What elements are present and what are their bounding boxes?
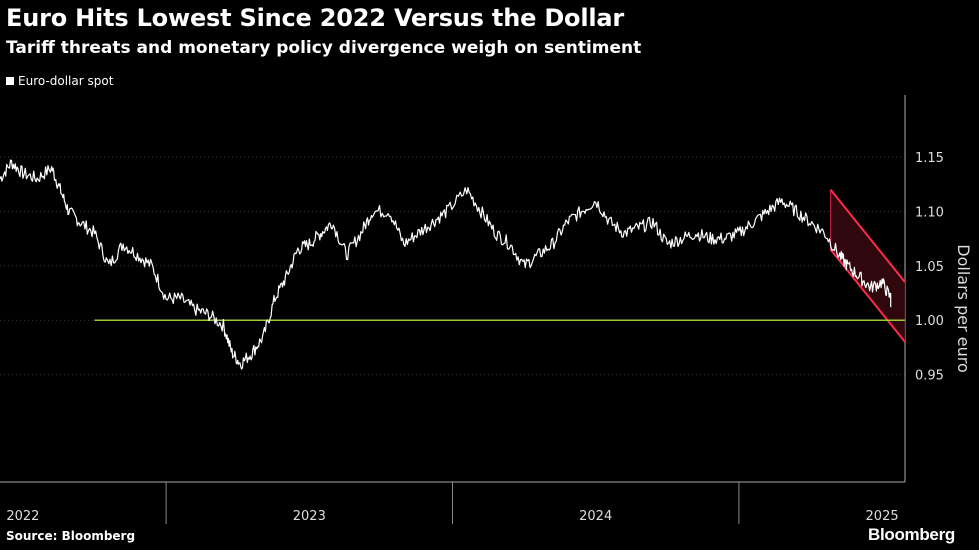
channel-fill	[830, 189, 905, 342]
y-tick-label: 1.00	[915, 314, 944, 329]
y-tick-label: 1.15	[915, 151, 944, 166]
legend: Euro-dollar spot	[6, 74, 113, 88]
y-tick-label: 1.05	[915, 260, 944, 275]
chart-title: Euro Hits Lowest Since 2022 Versus the D…	[6, 4, 625, 32]
x-tick-label: 2024	[579, 509, 612, 524]
y-tick-label: 1.10	[915, 205, 944, 220]
source-note: Source: Bloomberg	[6, 529, 136, 543]
chart-subtitle: Tariff threats and monetary policy diver…	[6, 38, 642, 58]
y-axis-label: Dollars per euro	[954, 244, 973, 372]
channel-upper-line	[829, 189, 906, 283]
channel-lower-line	[829, 248, 906, 343]
x-tick-label: 2025	[866, 509, 899, 524]
legend-label: Euro-dollar spot	[18, 74, 114, 88]
brand-logo: Bloomberg	[867, 525, 955, 544]
y-tick-label: 0.95	[915, 369, 944, 384]
legend-swatch	[6, 77, 14, 85]
x-tick-label: 2023	[293, 509, 326, 524]
series-line-eurusd	[0, 159, 892, 370]
x-tick-label: 2022	[6, 509, 39, 524]
